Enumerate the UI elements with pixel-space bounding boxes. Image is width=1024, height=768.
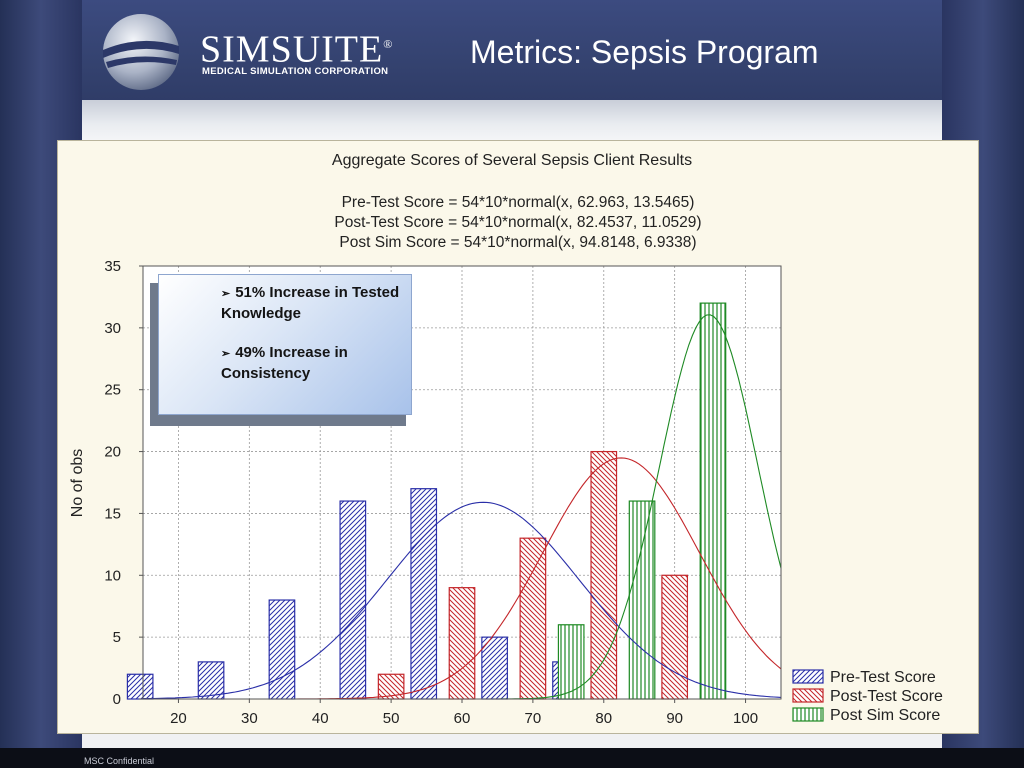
arrow-bullet-icon: ➢	[221, 288, 231, 300]
chart-title: Aggregate Scores of Several Sepsis Clien…	[331, 152, 693, 169]
y-tick-label: 25	[104, 382, 121, 399]
equation-post: Post-Test Score = 54*10*normal(x, 82.453…	[334, 214, 702, 231]
x-tick-label: 30	[241, 710, 258, 727]
bar-pre	[410, 488, 438, 700]
legend-label-post: Post-Test Score	[830, 688, 943, 705]
brand-subtitle: MEDICAL SIMULATION CORPORATION	[202, 66, 389, 77]
x-tick-label: 20	[170, 710, 187, 727]
legend-label-sim: Post Sim Score	[830, 707, 940, 724]
slide-header	[82, 0, 942, 108]
y-tick-label: 10	[104, 567, 121, 584]
bar-pre	[268, 599, 296, 700]
callout-bullet-consistency: ➢ 49% Increase in Consistency	[221, 344, 348, 382]
bar-post	[661, 574, 689, 700]
bar-pre	[481, 636, 508, 700]
footer-text: MSC Confidential	[84, 756, 155, 766]
legend-swatch-pre	[792, 669, 824, 684]
y-tick-label: 5	[113, 629, 121, 646]
x-tick-label: 50	[383, 710, 400, 727]
bar-sim	[699, 302, 727, 700]
fit-curve-pre	[143, 501, 782, 700]
x-tick-label: 90	[666, 710, 683, 727]
bar-post	[590, 450, 618, 700]
arrow-bullet-icon: ➢	[221, 348, 231, 360]
bar-pre	[126, 673, 154, 700]
simsuite-logo-icon	[103, 14, 179, 90]
bar-sim	[628, 500, 656, 700]
bar-pre	[197, 661, 225, 700]
page-title: Metrics: Sepsis Program	[470, 34, 819, 70]
footer-bar	[0, 748, 1024, 768]
legend-swatch-post	[792, 688, 824, 703]
y-tick-label: 20	[104, 444, 121, 461]
x-tick-label: 80	[595, 710, 612, 727]
y-tick-label: 15	[104, 505, 121, 522]
bar-post	[519, 537, 547, 700]
x-tick-label: 60	[454, 710, 471, 727]
bar-pre	[339, 500, 367, 700]
equation-sim: Post Sim Score = 54*10*normal(x, 94.8148…	[339, 234, 697, 251]
brand-name: SIMSUITE®	[200, 28, 394, 71]
y-tick-label: 30	[104, 320, 121, 337]
x-tick-label: 70	[525, 710, 542, 727]
x-tick-label: 100	[733, 710, 758, 727]
header-swoosh	[82, 100, 942, 140]
callout-bullet-knowledge: ➢ 51% Increase in Tested Knowledge	[221, 284, 400, 322]
x-tick-label: 40	[312, 710, 329, 727]
y-axis-label: No of obs	[69, 449, 86, 517]
callout-box: ➢ 51% Increase in Tested Knowledge ➢ 49% I…	[158, 274, 412, 415]
panel-bottom-strip	[82, 734, 942, 748]
bar-sim	[557, 624, 585, 700]
legend-label-pre: Pre-Test Score	[830, 669, 936, 686]
y-tick-label: 35	[104, 258, 121, 275]
bar-post	[448, 587, 476, 700]
equation-pre: Pre-Test Score = 54*10*normal(x, 62.963,…	[341, 194, 695, 211]
legend-swatch-sim	[792, 707, 824, 722]
y-tick-label: 0	[113, 691, 121, 708]
